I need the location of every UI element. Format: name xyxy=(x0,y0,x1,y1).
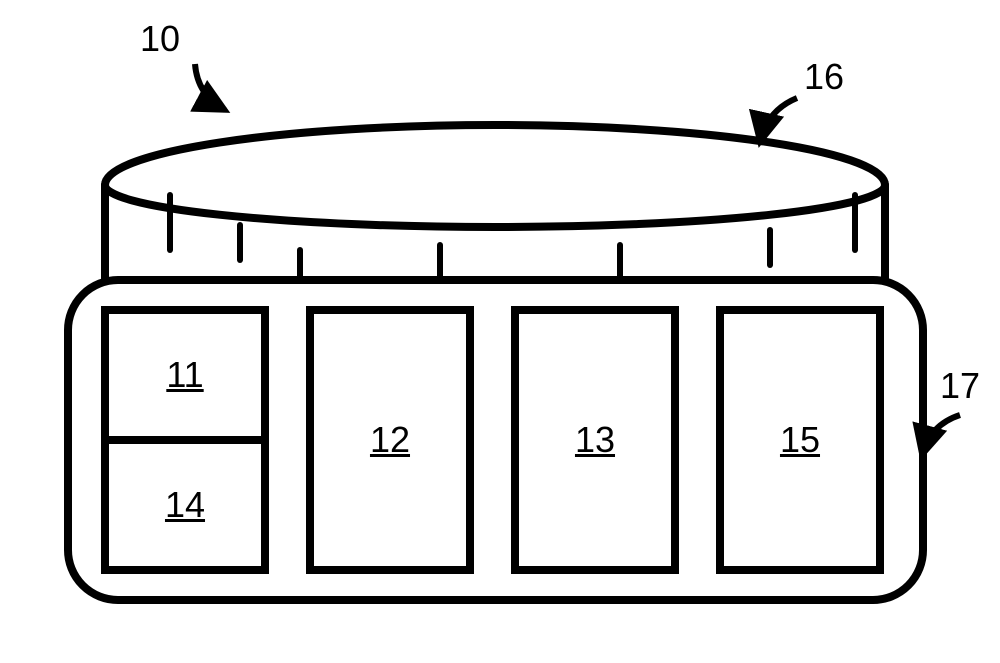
ref-label-16: 16 xyxy=(804,56,844,98)
box-15: 15 xyxy=(720,310,880,570)
box-label-12: 12 xyxy=(310,419,470,461)
box-label-15: 15 xyxy=(720,419,880,461)
box-13: 13 xyxy=(515,310,675,570)
box-label-14: 14 xyxy=(105,484,265,526)
box-label-11: 11 xyxy=(105,354,265,396)
patent-diagram: 10 16 17 11 14 12 13 15 xyxy=(0,0,1000,663)
box-11: 11 xyxy=(105,310,265,440)
box-14: 14 xyxy=(105,440,265,570)
box-12: 12 xyxy=(310,310,470,570)
ref-label-17: 17 xyxy=(940,365,980,407)
box-label-13: 13 xyxy=(515,419,675,461)
ref-label-10: 10 xyxy=(140,18,180,60)
